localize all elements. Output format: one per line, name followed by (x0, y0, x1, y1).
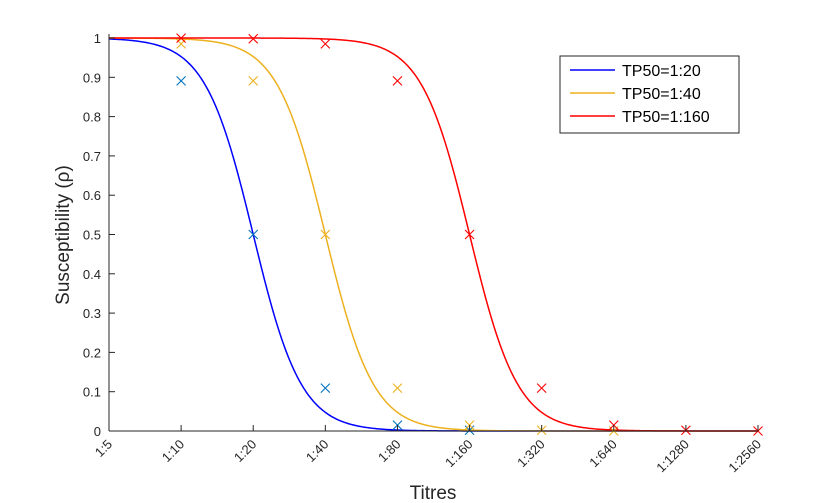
x-tick-label: 1:5 (92, 437, 115, 460)
y-tick-label: 0.5 (83, 228, 101, 243)
series-2-marker (176, 33, 187, 44)
x-tick-label: 1:640 (586, 437, 620, 471)
series-2-marker (248, 33, 259, 44)
series-2-marker (320, 39, 331, 49)
y-axis-title: Susceptibility (ρ) (53, 165, 74, 305)
series-1-marker (248, 75, 259, 86)
legend-label-2: TP50=1:160 (622, 109, 710, 126)
y-tick-label: 0 (94, 424, 101, 439)
x-tick-label: 1:160 (442, 437, 476, 471)
y-tick-label: 0.3 (83, 306, 101, 321)
series-2-marker (464, 229, 475, 240)
y-tick-label: 0.4 (83, 267, 101, 282)
series-0-marker (248, 229, 259, 240)
series-2-marker (392, 75, 403, 86)
legend: TP50=1:20 TP50=1:40 TP50=1:160 (559, 55, 740, 134)
x-tick-label: 1:40 (303, 437, 332, 466)
x-tick-label: 1:2560 (725, 437, 764, 476)
y-tick-label: 0.1 (83, 385, 101, 400)
y-tick-label: 0.9 (83, 70, 101, 85)
series-0-marker (176, 75, 187, 86)
y-tick-label: 0.2 (83, 345, 101, 360)
x-tick-label: 1:320 (514, 437, 548, 471)
series-0-marker (320, 383, 331, 394)
x-axis-title: Titres (410, 483, 457, 503)
series-2-marker (536, 383, 547, 394)
y-tick-label: 0.6 (83, 188, 101, 203)
legend-box (559, 55, 740, 134)
y-tick-label: 0.7 (83, 149, 101, 164)
y-tick-label: 0.8 (83, 110, 101, 125)
y-tick-label: 1 (94, 31, 101, 46)
series-1-marker (320, 229, 331, 240)
series-1-marker (392, 383, 403, 394)
x-tick-label: 1:20 (231, 437, 260, 466)
x-tick-label: 1:80 (375, 437, 404, 466)
legend-label-0: TP50=1:20 (622, 63, 701, 80)
x-tick-label: 1:1280 (653, 437, 692, 476)
legend-label-1: TP50=1:40 (622, 86, 701, 103)
x-tick-label: 1:10 (159, 437, 188, 466)
